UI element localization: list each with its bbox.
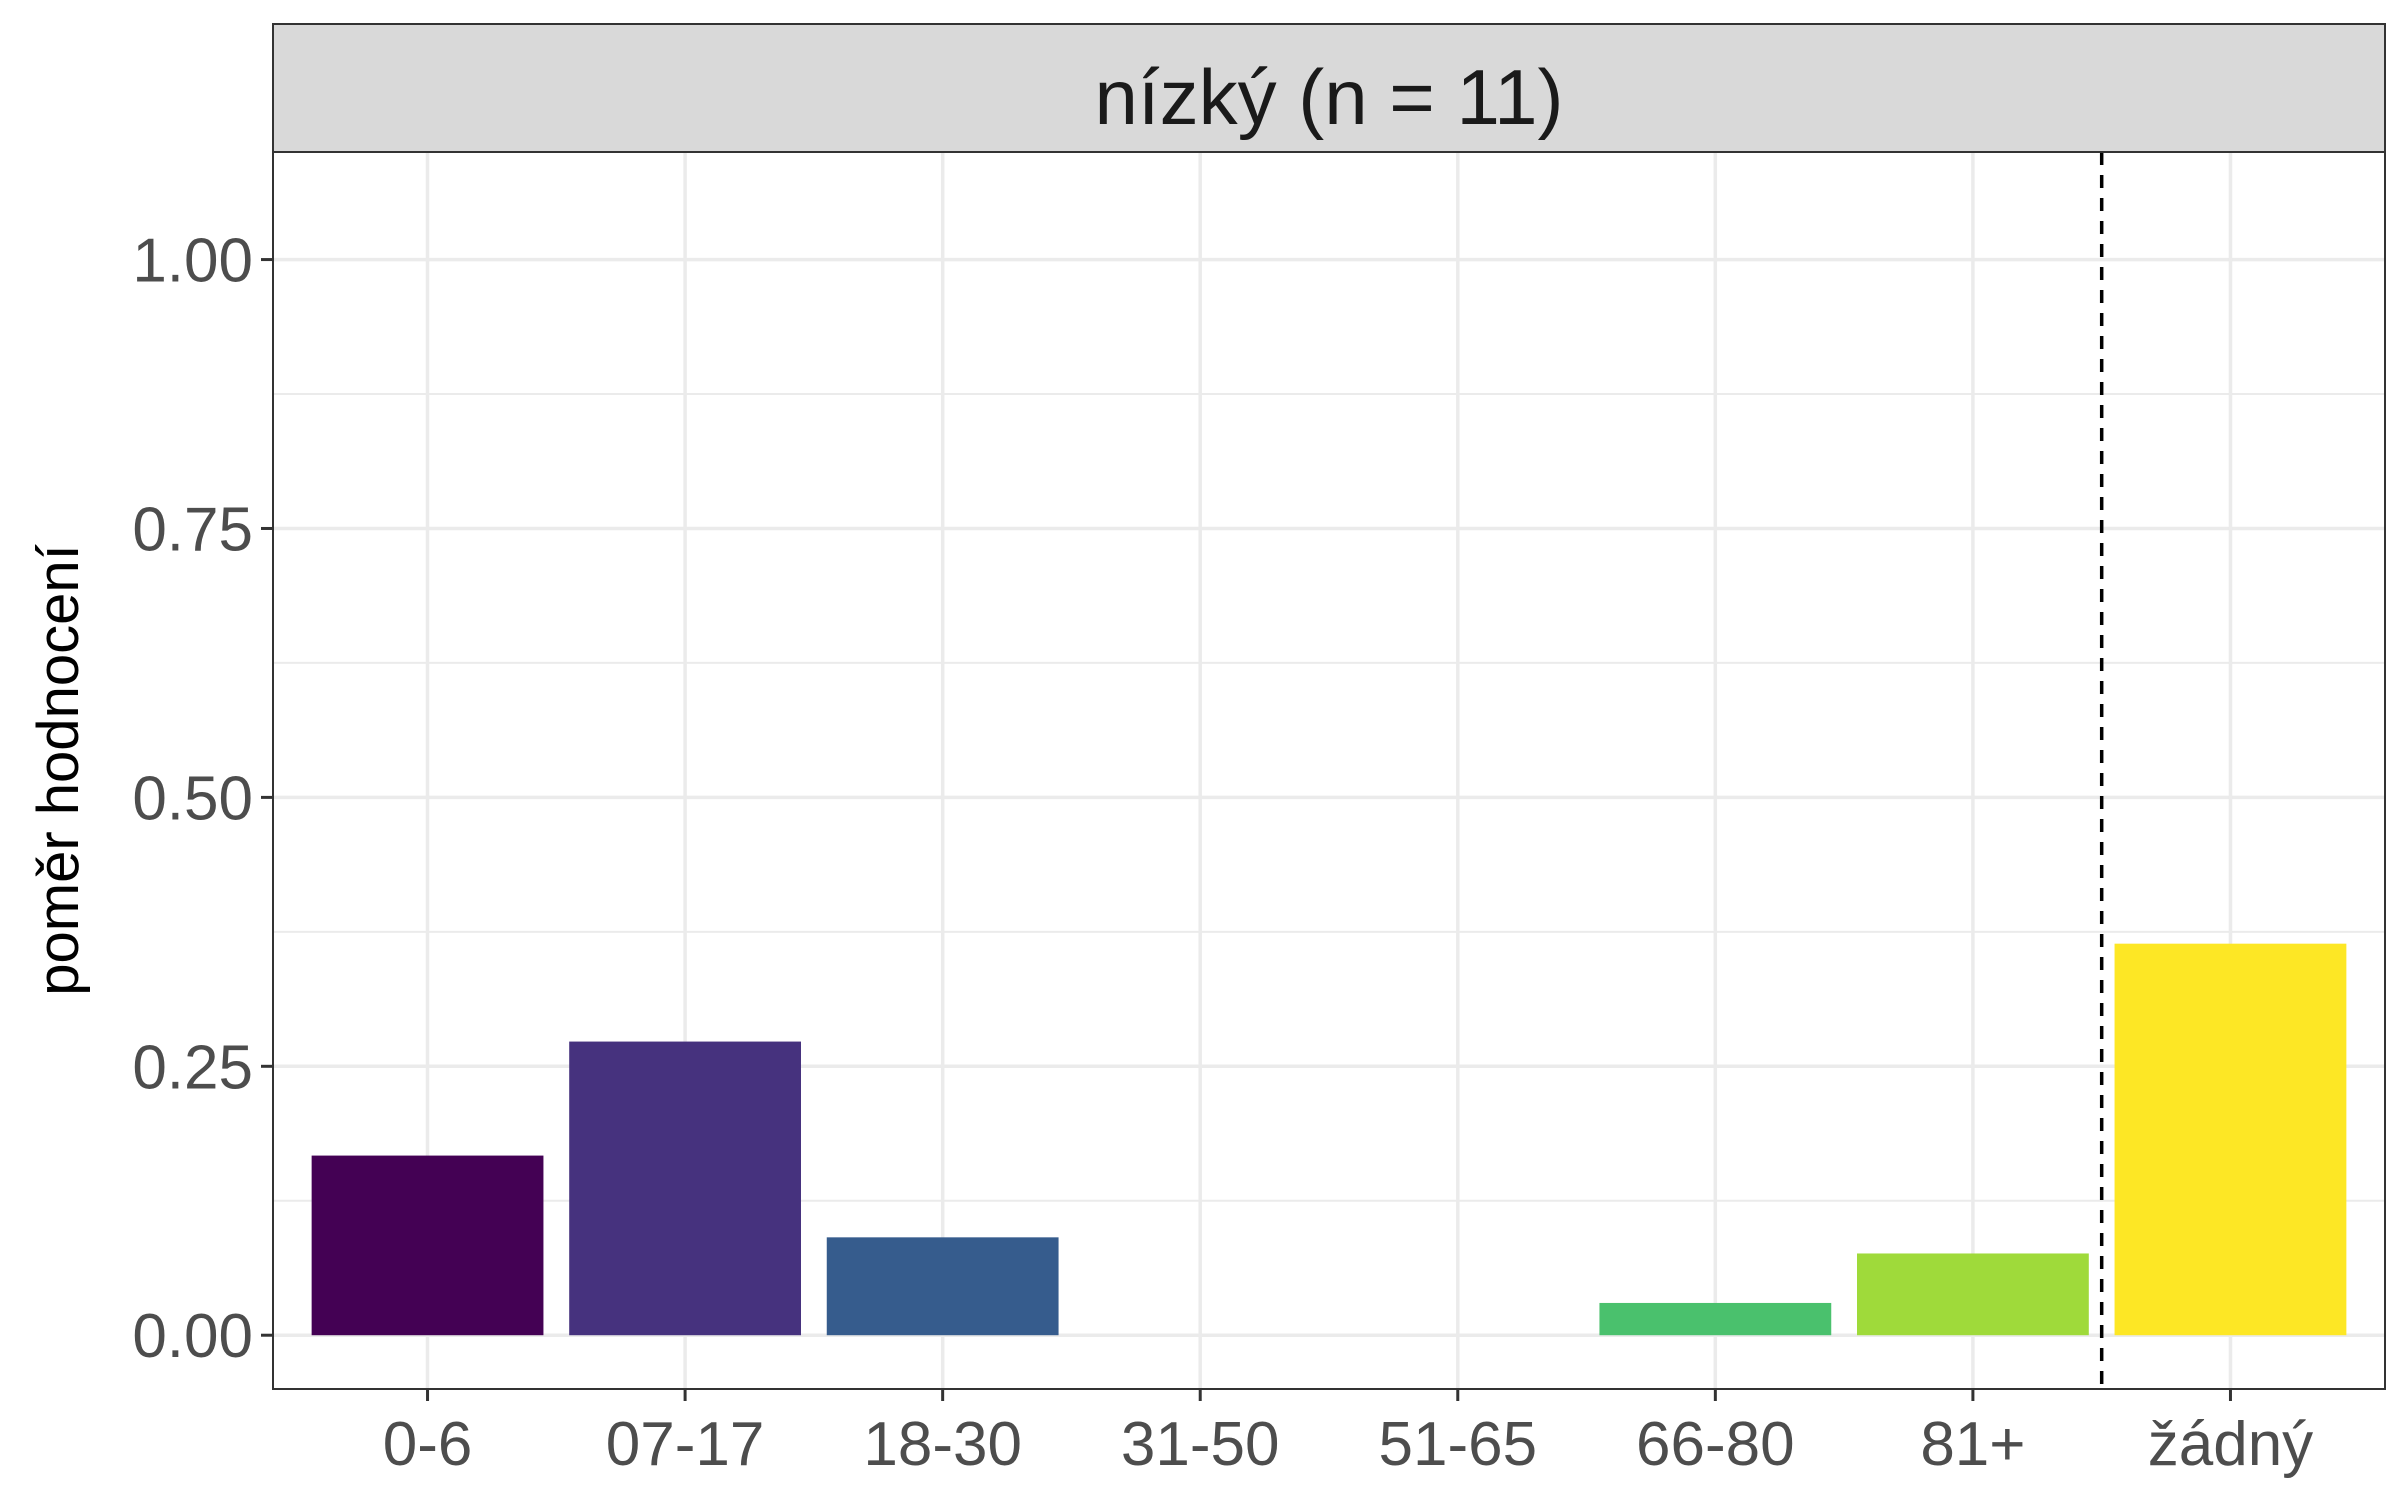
x-tick-label: 66-80 [1636, 1410, 1795, 1479]
x-tick-label: 51-65 [1378, 1410, 1537, 1479]
bar-0-6 [311, 1155, 544, 1336]
x-tick-label: 18-30 [863, 1410, 1022, 1479]
y-tick-label: 0.25 [132, 1033, 253, 1102]
bar-66-80 [1599, 1302, 1832, 1336]
y-axis-title: poměr hodnocení [26, 544, 91, 995]
y-axis: 0.00 0.25 0.50 0.75 1.00 [132, 227, 273, 1371]
x-axis: 0-6 07-17 18-30 31-50 51-65 66-80 81+ žádný [383, 1389, 2313, 1479]
x-tick-label: 0-6 [383, 1410, 473, 1479]
bar-81+ [1857, 1253, 2089, 1336]
x-tick-label: žádný [2148, 1410, 2313, 1479]
bars-layer [311, 943, 2347, 1336]
panel-title: nízký (n = 11) [1095, 53, 1564, 141]
strip-background [272, 23, 2386, 153]
y-tick-label: 1.00 [132, 227, 253, 296]
x-tick-label: 31-50 [1121, 1410, 1280, 1479]
x-tick-label: 81+ [1920, 1410, 2025, 1479]
y-tick-label: 0.00 [132, 1302, 253, 1371]
bar-žádný [2114, 943, 2347, 1336]
y-tick-label: 0.50 [132, 764, 253, 833]
bar-07-17 [569, 1041, 801, 1336]
x-tick-label: 07-17 [606, 1410, 765, 1479]
y-tick-label: 0.75 [132, 495, 253, 564]
bar-18-30 [826, 1237, 1059, 1336]
